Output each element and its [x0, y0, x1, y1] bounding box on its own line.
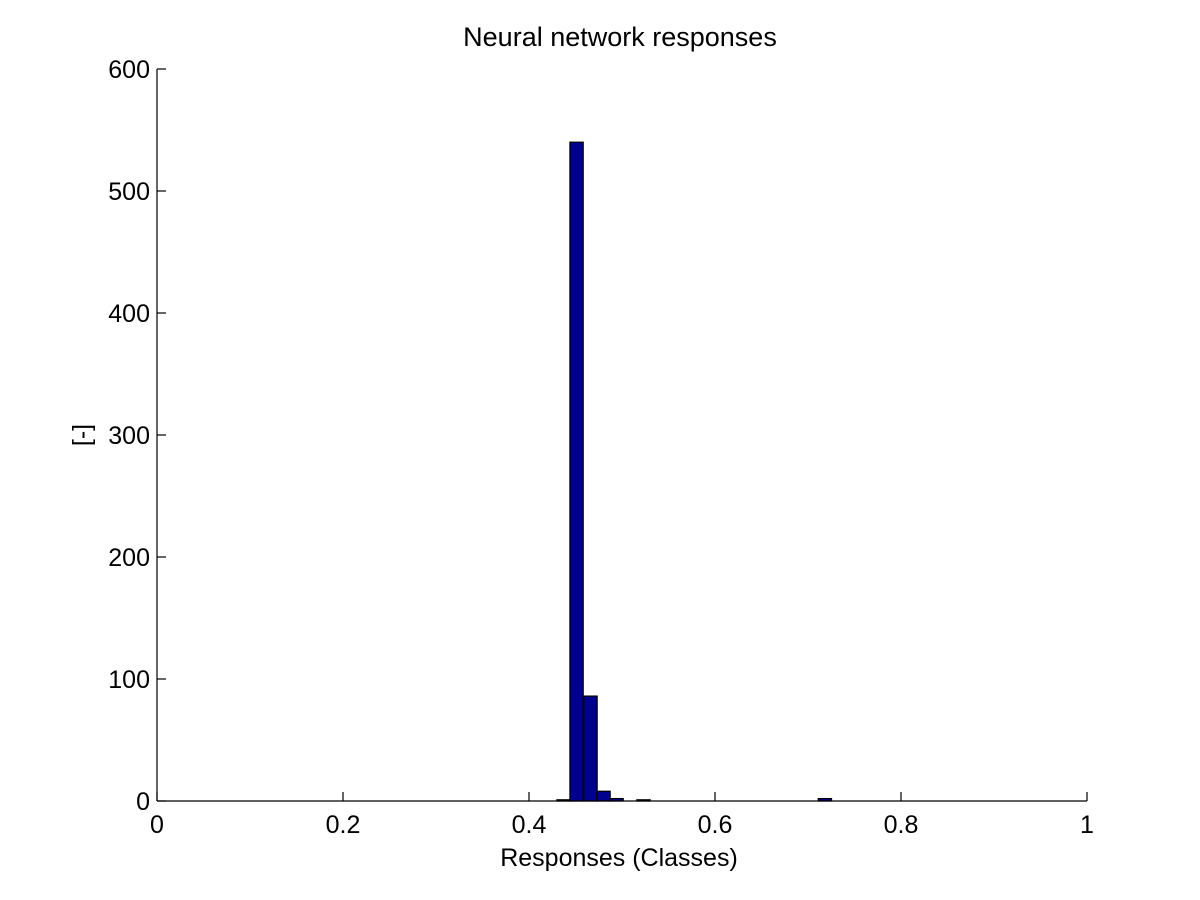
bars — [556, 141, 833, 802]
y-tick-label: 400 — [108, 300, 150, 328]
histogram-bar — [596, 790, 611, 802]
y-tick-label: 200 — [108, 544, 150, 572]
x-tick-label: 0.8 — [884, 811, 919, 839]
y-tick-label: 500 — [108, 178, 150, 206]
chart-title: Neural network responses — [463, 22, 777, 52]
y-tick-label: 600 — [108, 56, 150, 84]
histogram-bar — [583, 695, 598, 802]
histogram-bar — [569, 141, 584, 802]
y-tick-label: 0 — [136, 788, 150, 816]
x-tick-label: 0.2 — [326, 811, 361, 839]
x-tick-label: 0.4 — [512, 811, 547, 839]
x-axis-label: Responses (Classes) — [500, 844, 738, 872]
y-axis-label: [-] — [68, 424, 96, 446]
y-tick-label: 100 — [108, 666, 150, 694]
x-tick-label: 0 — [150, 811, 164, 839]
axes: 0 0.2 0.4 0.6 0.8 1 0 100 200 300 400 500 600 — [108, 56, 1094, 839]
y-tick-label: 300 — [108, 422, 150, 450]
x-tick-label: 0.6 — [698, 811, 733, 839]
x-tick-label: 1 — [1080, 811, 1094, 839]
